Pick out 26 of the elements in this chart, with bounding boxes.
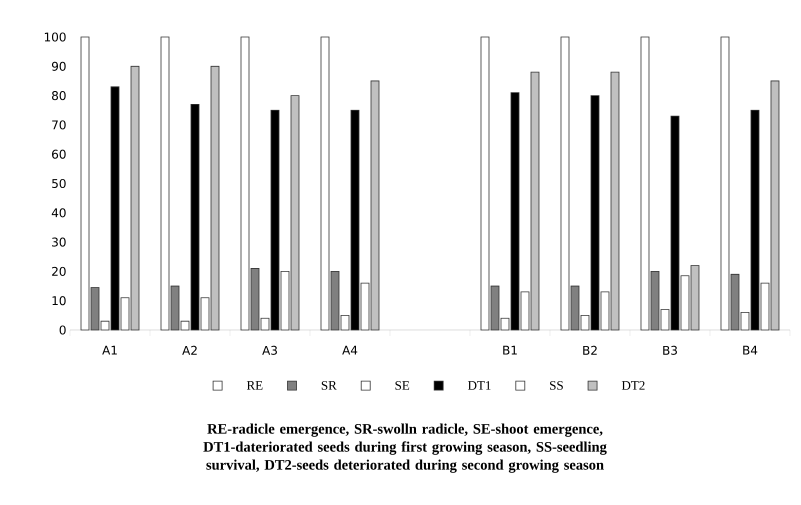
y-tick-label: 70: [52, 120, 66, 130]
text: RE-radicle emergence, SR-swolln radicle, SE-shoot emergence, DT1-dateriorated seeds during first growing season, SS-seedling survival, DT2-seeds deteriorated during second growing season: [203, 424, 607, 473]
x-tick-label: B4: [743, 346, 758, 355]
y-tick-label: 90: [52, 62, 66, 71]
y-tick-label: 50: [52, 178, 66, 188]
legend-label: SE: [395, 381, 410, 390]
x-tick-label: A3: [262, 346, 277, 355]
y-tick-label: 40: [52, 208, 66, 218]
y-tick-label: 100: [44, 32, 66, 42]
y-tick-label: 10: [52, 296, 66, 306]
y-tick-label: 20: [52, 266, 66, 276]
y-tick-label: 30: [52, 238, 66, 247]
legend-label: DT2: [622, 381, 645, 390]
x-tick-label: A4: [342, 346, 358, 355]
legend-label: SS: [550, 381, 563, 390]
y-tick-label: 60: [52, 150, 66, 159]
legend-label: DT1: [468, 381, 491, 390]
x-tick-label: B2: [583, 346, 597, 355]
x-tick-label: B1: [503, 346, 517, 355]
y-tick-label: 0: [60, 325, 66, 335]
x-tick-label: A2: [182, 346, 197, 355]
legend-label: RE: [246, 381, 262, 390]
legend-label: SR: [322, 381, 337, 390]
y-tick-label: 80: [52, 91, 66, 100]
x-tick-label: A1: [102, 346, 117, 355]
x-tick-label: B3: [663, 346, 677, 355]
